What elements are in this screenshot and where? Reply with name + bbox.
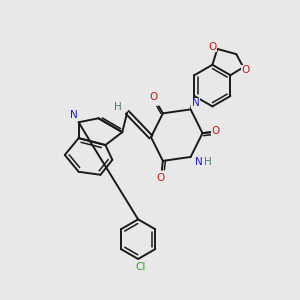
Text: Cl: Cl bbox=[135, 262, 145, 272]
Text: O: O bbox=[157, 173, 165, 183]
Text: N: N bbox=[195, 157, 203, 167]
Text: O: O bbox=[208, 42, 217, 52]
Text: N: N bbox=[192, 98, 200, 108]
Text: O: O bbox=[211, 126, 220, 136]
Text: H: H bbox=[114, 102, 122, 112]
Text: N: N bbox=[70, 110, 78, 120]
Text: H: H bbox=[204, 157, 211, 167]
Text: O: O bbox=[150, 92, 158, 103]
Text: O: O bbox=[241, 65, 249, 75]
